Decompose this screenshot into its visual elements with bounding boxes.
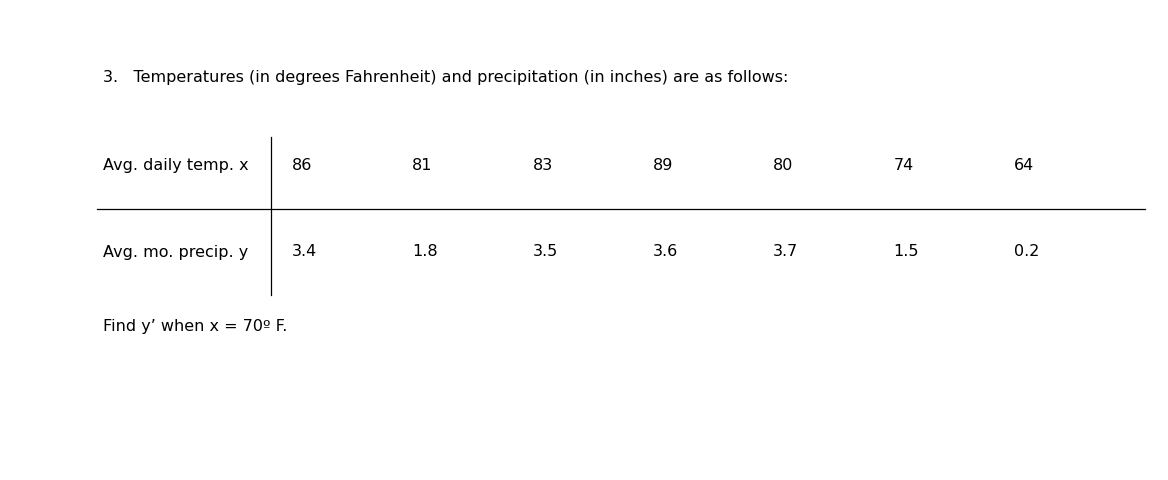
Text: Find y’ when x = 70º F.: Find y’ when x = 70º F. [103,319,287,334]
Text: 3.7: 3.7 [773,244,799,260]
Text: Avg. mo. precip. y: Avg. mo. precip. y [103,244,248,260]
Text: 3.   Temperatures (in degrees Fahrenheit) and precipitation (in inches) are as f: 3. Temperatures (in degrees Fahrenheit) … [103,70,788,84]
Text: 83: 83 [533,158,552,173]
Text: 3.5: 3.5 [533,244,558,260]
Text: 3.4: 3.4 [292,244,318,260]
Text: 80: 80 [773,158,793,173]
Text: 74: 74 [894,158,913,173]
Text: 86: 86 [292,158,312,173]
Text: 1.5: 1.5 [894,244,919,260]
Text: 0.2: 0.2 [1014,244,1040,260]
Text: 64: 64 [1014,158,1034,173]
Text: Avg. daily temp. x: Avg. daily temp. x [103,158,249,173]
Text: 81: 81 [412,158,433,173]
Text: 1.8: 1.8 [412,244,438,260]
Text: 3.6: 3.6 [653,244,679,260]
Text: 89: 89 [653,158,673,173]
